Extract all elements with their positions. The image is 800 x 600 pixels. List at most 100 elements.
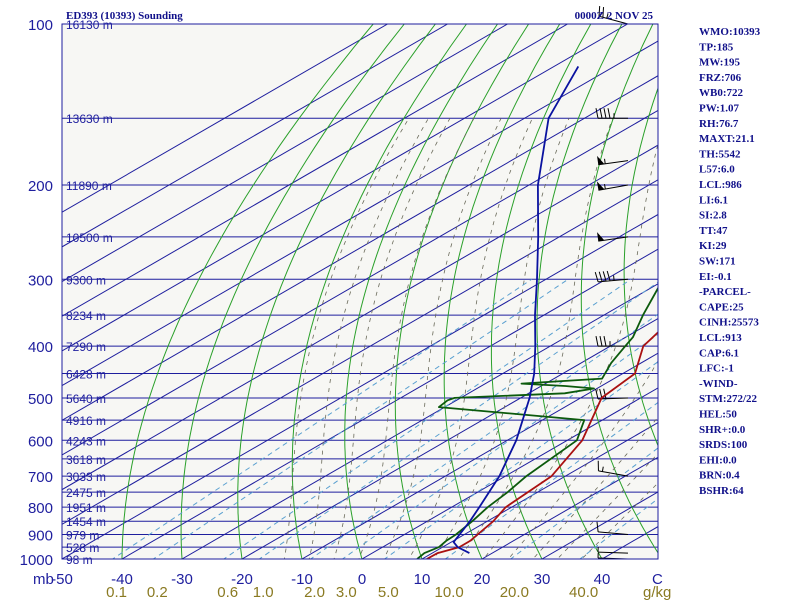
wind-barb-flag (598, 271, 603, 282)
temperature-tick-30: 30 (534, 571, 551, 588)
index-row: HEL:50 (699, 409, 737, 421)
moist-adiabat--6 (308, 117, 429, 559)
mixing-ratio-axis-labels: 0.1 0.2 0.6 1.0 2.0 3.0 5.0 10.0 20.0 40.0 (106, 584, 598, 600)
mixing-ratio-line-0.2 (152, 278, 569, 559)
isotherm--60 (62, 179, 658, 525)
height-label-150: 13630 m (66, 112, 113, 126)
mixing-ratio-tick-9: 40.0 (569, 584, 598, 600)
wind-barb-staff (598, 397, 629, 400)
wind-barb-flag (595, 108, 599, 119)
isotherm--40 (121, 248, 658, 559)
wind-barb-200 (596, 181, 629, 191)
index-row: PW:1.07 (699, 103, 740, 115)
wind-barb-staff (598, 531, 629, 536)
isotherm--80 (62, 109, 658, 456)
dry-adiabat-10 (394, 24, 530, 559)
wind-barb-975 (597, 547, 629, 554)
mixing-ratio-line-0.1 (111, 278, 532, 559)
plot-background (62, 24, 658, 559)
index-row: LFC:-1 (699, 363, 734, 375)
index-row: KI:29 (699, 240, 727, 252)
wind-barb-staff (598, 15, 629, 25)
moist-adiabat--10 (283, 117, 410, 559)
series-parcel-line (452, 65, 580, 554)
index-row: -WIND- (699, 378, 738, 390)
dry-adiabat-30 (490, 24, 592, 559)
height-label-600: 4243 m (66, 434, 106, 448)
index-row: L57:6.0 (699, 164, 735, 176)
moist-adiabat--2 (333, 118, 451, 559)
wind-barb-staff (598, 278, 629, 283)
mixing-ratio-line-2 (309, 313, 658, 559)
stability-indices-panel: WMO:10393 TP:185 MW:195 FRZ:706 WB0:722 PW:1.… (699, 26, 761, 497)
wind-barb-180 (597, 155, 629, 166)
moist-adiabat-14 (433, 118, 570, 559)
index-row: SRDS:100 (699, 439, 748, 451)
isotherm--20 (241, 317, 658, 559)
pressure-tick-800: 800 (28, 500, 53, 517)
mixing-ratio-lines (111, 278, 658, 559)
mixing-ratio-line-0.6 (223, 278, 632, 559)
index-row: EHI:0.0 (699, 454, 737, 466)
height-label-800: 1951 m (66, 501, 106, 515)
isotherm--100 (62, 40, 658, 387)
moist-adiabat-lines (283, 117, 658, 559)
mixing-ratio-line-3 (341, 333, 658, 559)
wind-barb-flag (607, 108, 611, 119)
dry-adiabat-100 (784, 24, 800, 570)
temperature-tick--50: -50 (51, 571, 73, 588)
wind-barb-300 (594, 270, 629, 283)
mixing-ratio-line-10 (444, 401, 658, 559)
pressure-tick-1000: 1000 (20, 552, 53, 569)
isotherm--130 (62, 24, 508, 283)
index-row: MW:195 (699, 57, 740, 69)
dry-adiabat--40 (121, 24, 374, 559)
mixing-ratio-line-5 (383, 361, 658, 559)
index-row: FRZ:706 (699, 72, 742, 84)
mixing-ratio-tick-4: 2.0 (304, 584, 325, 600)
wind-barb-staff (598, 470, 629, 477)
wind-barb-900 (596, 521, 629, 536)
temperature-tick--10: -10 (291, 571, 313, 588)
wind-barb-250 (597, 232, 629, 242)
height-labels: 16130 m 13630 m 11890 m 10500 m 9300 m 8234 m… (66, 18, 113, 567)
index-row: BSHR:64 (699, 485, 744, 497)
temperature-axis-labels: -50 -40 -30 -20 -10 0 10 20 30 40 (51, 571, 610, 588)
chart-datetime: 0000Z 2 NOV 25 (575, 10, 654, 22)
moist-adiabat-6 (383, 118, 502, 559)
wind-barb-half-flag (604, 158, 606, 164)
wind-barb-flag (596, 521, 599, 532)
index-row: LCL:986 (699, 179, 742, 191)
temperature-tick-10: 10 (414, 571, 431, 588)
moist-adiabat-30 (532, 416, 658, 559)
mixing-ratio-tick-7: 10.0 (435, 584, 464, 600)
index-row: CAP:6.1 (699, 347, 739, 359)
temperature-tick--30: -30 (171, 571, 193, 588)
index-row: SHR+:0.0 (699, 424, 746, 436)
wind-barb-half-flag (606, 13, 609, 19)
mixing-ratio-line-1 (258, 281, 658, 559)
mixing-ratio-unit-label: g/kg (643, 584, 671, 600)
series-temperature-line (426, 331, 658, 559)
height-label-950: 528 m (66, 541, 99, 555)
height-label-550: 4916 m (66, 414, 106, 428)
height-label-700: 3033 m (66, 470, 106, 484)
isotherm--50 (62, 213, 658, 559)
isotherm--70 (62, 144, 658, 491)
wind-barb-flag (599, 108, 603, 119)
index-row: TH:5542 (699, 148, 741, 160)
pressure-unit-label: mb (33, 571, 54, 588)
wind-barb-flag (606, 270, 611, 281)
index-row: EI:-0.1 (699, 271, 732, 283)
dry-adiabat-40 (536, 24, 623, 559)
wind-barb-700 (597, 460, 629, 477)
wind-barb-staff (598, 551, 629, 554)
mixing-ratio-tick-3: 1.0 (253, 584, 274, 600)
index-row: SI:2.8 (699, 210, 727, 222)
sounding-profiles (416, 65, 658, 559)
wind-barb-staff (598, 184, 629, 191)
wind-barb-staff (598, 236, 629, 242)
pressure-axis-labels: 100 200 300 400 500 600 700 800 900 1000 (20, 17, 53, 569)
wind-barb-flag (602, 7, 605, 18)
dry-adiabat--20 (237, 24, 436, 559)
